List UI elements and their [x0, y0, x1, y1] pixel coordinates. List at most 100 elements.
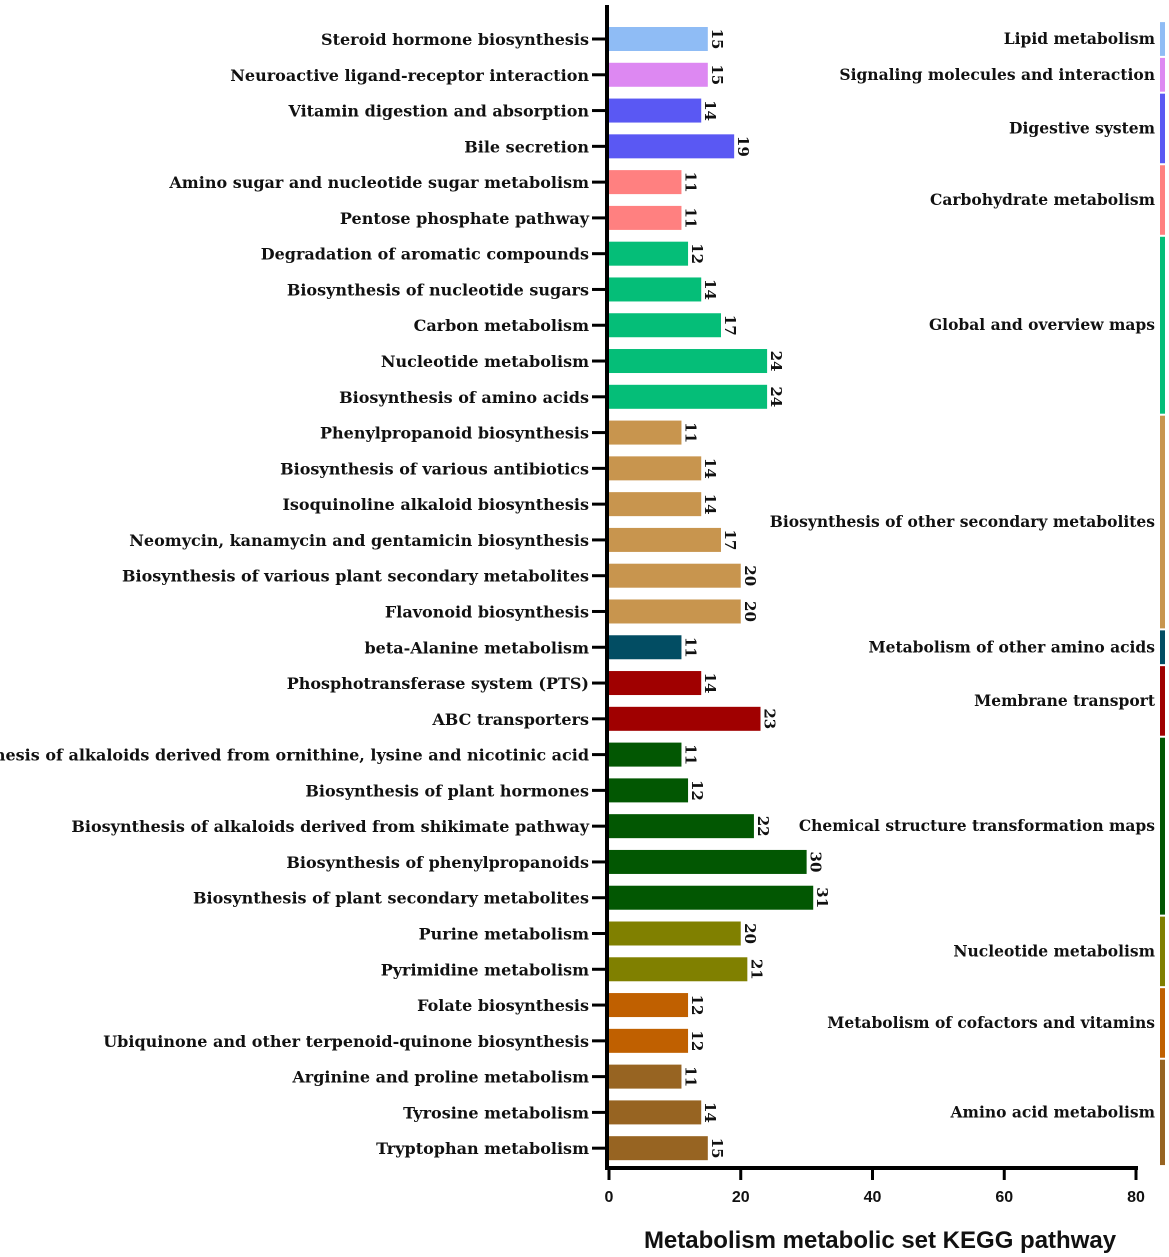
- x-tick-label-4: 80: [1127, 1189, 1145, 1206]
- value-label-30: 14: [701, 1102, 719, 1123]
- category-label-31: Tryptophan metabolism: [376, 1139, 589, 1158]
- group-label-9: Nucleotide metabolism: [953, 941, 1155, 960]
- group-strip-8: [1160, 737, 1165, 915]
- category-label-2: Vitamin digestion and absorption: [287, 102, 589, 121]
- category-label-17: beta-Alanine metabolism: [364, 638, 589, 657]
- x-tick-label-1: 20: [732, 1189, 750, 1206]
- value-label-0: 15: [708, 29, 726, 50]
- bar-29: [609, 1064, 682, 1089]
- x-tick-label-0: 0: [605, 1189, 614, 1206]
- bar-22: [609, 814, 754, 839]
- group-strip-4: [1160, 236, 1165, 414]
- category-label-10: Biosynthesis of amino acids: [339, 388, 589, 407]
- x-tick-label-3: 60: [995, 1189, 1013, 1206]
- value-label-9: 24: [767, 351, 785, 372]
- bar-25: [609, 921, 741, 946]
- group-label-8: Chemical structure transformation maps: [799, 816, 1155, 835]
- bar-27: [609, 993, 689, 1018]
- bar-4: [609, 170, 682, 195]
- bar-10: [609, 384, 768, 409]
- category-label-11: Phenylpropanoid biosynthesis: [320, 424, 589, 443]
- category-label-3: Bile secretion: [464, 137, 589, 156]
- category-label-7: Biosynthesis of nucleotide sugars: [287, 280, 589, 299]
- group-label-0: Lipid metabolism: [1004, 29, 1156, 48]
- category-label-15: Biosynthesis of various plant secondary …: [122, 567, 589, 586]
- value-label-18: 14: [701, 673, 719, 694]
- group-label-4: Global and overview maps: [929, 315, 1155, 334]
- category-label-18: Phosphotransferase system (PTS): [287, 674, 589, 693]
- value-label-1: 15: [708, 64, 726, 85]
- category-label-14: Neomycin, kanamycin and gentamicin biosy…: [129, 531, 589, 550]
- category-label-4: Amino sugar and nucleotide sugar metabol…: [168, 173, 589, 192]
- category-label-1: Neuroactive ligand-receptor interaction: [230, 66, 589, 85]
- group-strip-2: [1160, 93, 1165, 164]
- group-strip-9: [1160, 916, 1165, 987]
- value-label-26: 21: [747, 959, 765, 980]
- group-label-10: Metabolism of cofactors and vitamins: [827, 1013, 1155, 1032]
- x-axis-title: Metabolism metabolic set KEGG pathway: [644, 1227, 1117, 1254]
- group-label-7: Membrane transport: [974, 691, 1156, 710]
- group-strip-3: [1160, 165, 1165, 235]
- value-label-10: 24: [767, 386, 785, 407]
- bar-20: [609, 742, 682, 767]
- bar-30: [609, 1100, 702, 1125]
- category-label-6: Degradation of aromatic compounds: [261, 245, 589, 264]
- category-label-22: Biosynthesis of alkaloids derived from s…: [71, 817, 589, 836]
- bar-28: [609, 1028, 689, 1053]
- x-ticks-layer: 0 20 40 60 80: [605, 1168, 1145, 1206]
- bar-1: [609, 62, 708, 87]
- value-label-4: 11: [681, 172, 699, 193]
- value-label-15: 20: [741, 565, 759, 586]
- category-label-13: Isoquinoline alkaloid biosynthesis: [282, 495, 589, 514]
- value-label-27: 12: [688, 995, 706, 1016]
- bar-0: [609, 27, 708, 51]
- category-label-16: Flavonoid biosynthesis: [385, 602, 589, 621]
- bars-layer: Steroid hormone biosynthesis 15 Neuroactiv…: [0, 27, 831, 1161]
- category-label-0: Steroid hormone biosynthesis: [321, 30, 589, 49]
- category-label-26: Pyrimidine metabolism: [381, 960, 589, 979]
- group-label-2: Digestive system: [1009, 118, 1156, 137]
- group-strip-10: [1160, 988, 1165, 1058]
- value-label-17: 11: [681, 637, 699, 658]
- bar-17: [609, 635, 682, 660]
- group-strip-5: [1160, 415, 1165, 629]
- value-label-29: 11: [681, 1066, 699, 1087]
- value-label-8: 17: [721, 315, 739, 336]
- group-label-6: Metabolism of other amino acids: [868, 637, 1155, 656]
- value-label-19: 23: [761, 708, 779, 729]
- category-label-24: Biosynthesis of plant secondary metaboli…: [193, 889, 589, 908]
- value-label-3: 19: [734, 136, 752, 157]
- value-label-20: 11: [681, 744, 699, 765]
- bar-19: [609, 706, 761, 731]
- bar-11: [609, 420, 682, 445]
- category-label-8: Carbon metabolism: [414, 316, 589, 335]
- bar-5: [609, 205, 682, 230]
- value-label-22: 22: [754, 816, 772, 837]
- value-label-16: 20: [741, 601, 759, 622]
- category-label-9: Nucleotide metabolism: [381, 352, 589, 371]
- value-label-28: 12: [688, 1030, 706, 1051]
- bar-24: [609, 885, 814, 910]
- bar-16: [609, 599, 741, 624]
- bar-23: [609, 849, 807, 874]
- value-label-24: 31: [813, 887, 831, 908]
- category-label-25: Purine metabolism: [419, 925, 589, 944]
- value-label-25: 20: [741, 923, 759, 944]
- value-label-12: 14: [701, 458, 719, 479]
- category-label-27: Folate biosynthesis: [417, 996, 589, 1015]
- bar-3: [609, 134, 735, 159]
- group-strip-11: [1160, 1059, 1165, 1166]
- bar-8: [609, 313, 721, 338]
- value-label-5: 11: [681, 207, 699, 228]
- group-strip-7: [1160, 666, 1165, 736]
- value-label-6: 12: [688, 243, 706, 264]
- group-label-3: Carbohydrate metabolism: [930, 190, 1156, 209]
- value-label-14: 17: [721, 529, 739, 550]
- bar-9: [609, 349, 768, 374]
- group-strip-0: [1160, 22, 1165, 56]
- group-strip-6: [1160, 630, 1165, 665]
- category-label-20: Biosynthesis of alkaloids derived from o…: [0, 746, 589, 765]
- bar-26: [609, 957, 748, 982]
- value-label-21: 12: [688, 780, 706, 801]
